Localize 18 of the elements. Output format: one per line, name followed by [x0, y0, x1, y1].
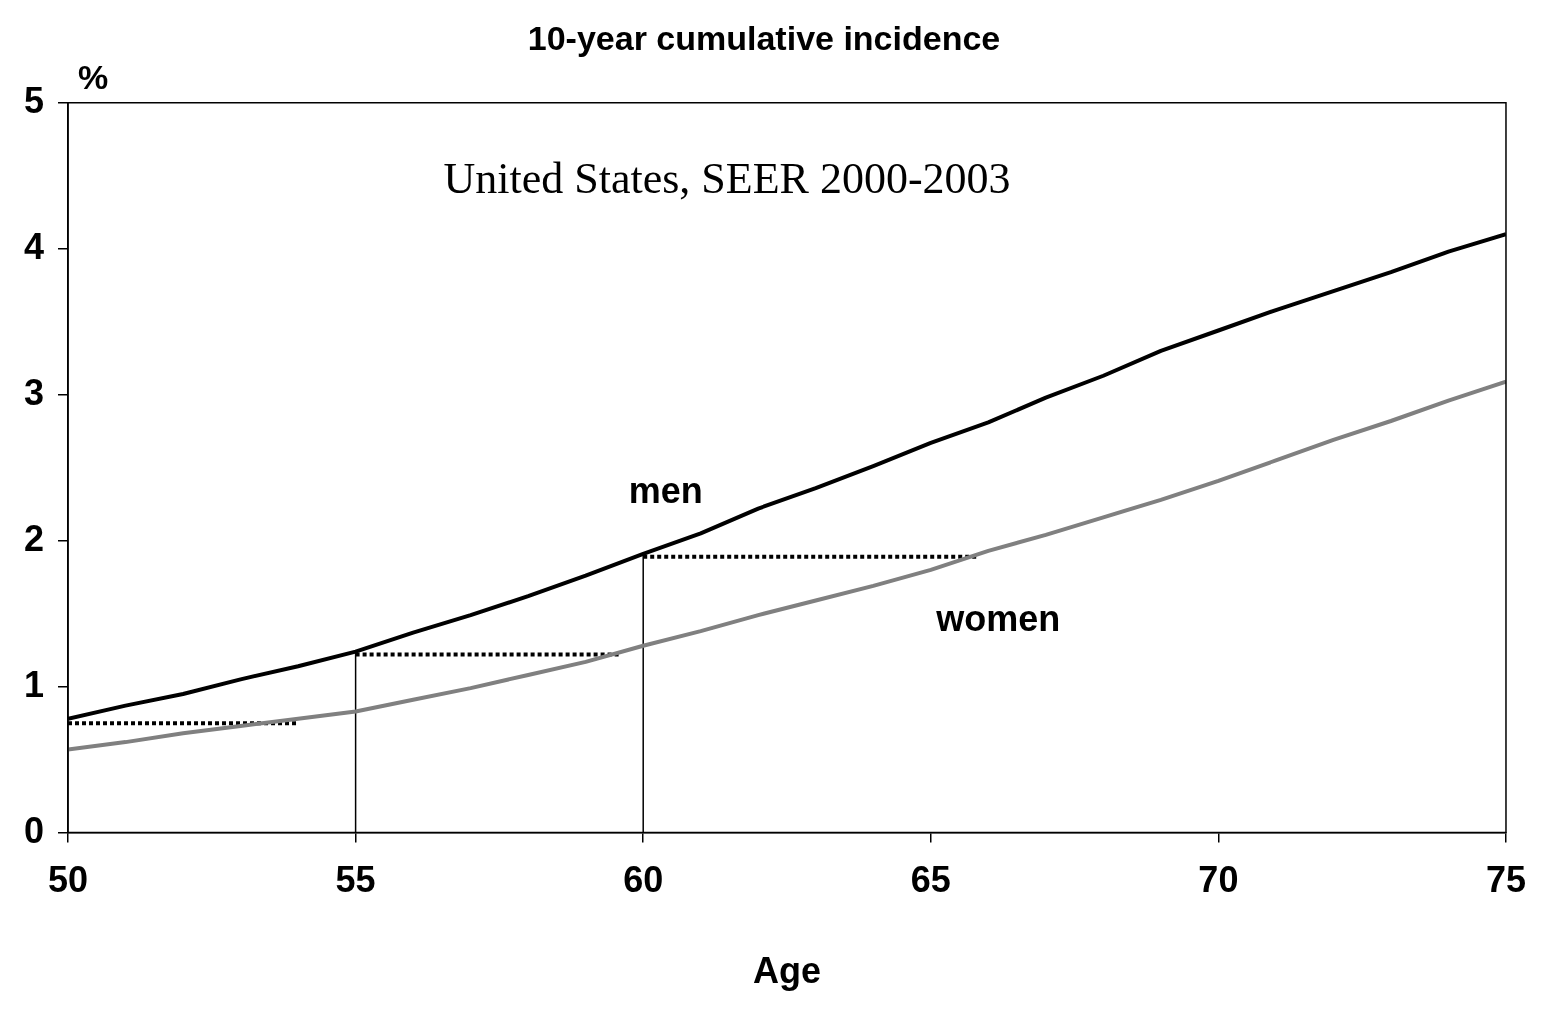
y-tick-label: 3	[23, 371, 45, 413]
chart-title: 10-year cumulative incidence	[527, 18, 1001, 57]
y-tick-label: 5	[23, 79, 45, 121]
y-tick-label: 1	[23, 663, 45, 705]
x-axis-title: Age	[752, 950, 822, 992]
series-label: women	[935, 597, 1061, 639]
y-tick-label: 4	[23, 225, 45, 267]
x-tick-label: 60	[623, 859, 664, 901]
x-tick-label: 50	[48, 859, 89, 901]
y-tick-label: 2	[23, 517, 45, 559]
annotation: United States, SEER 2000-2003	[443, 153, 1011, 203]
y-axis-title: %	[77, 57, 109, 96]
y-tick-label: 0	[23, 809, 45, 851]
x-tick-label: 65	[910, 859, 951, 901]
series-label: men	[628, 470, 703, 512]
x-tick-label: 55	[335, 859, 376, 901]
x-tick-label: 75	[1485, 859, 1526, 901]
x-tick-label: 70	[1198, 859, 1239, 901]
